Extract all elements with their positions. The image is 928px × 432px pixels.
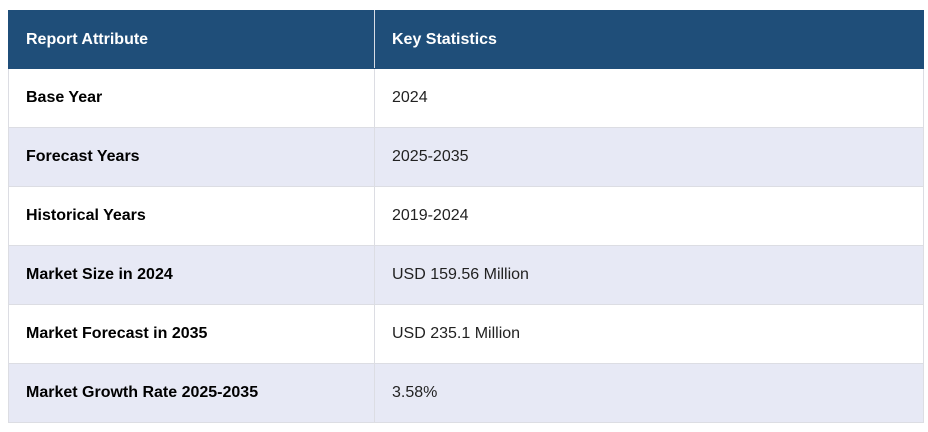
header-row: Report Attribute Key Statistics — [8, 10, 924, 69]
row-value-market-size: USD 159.56 Million — [374, 245, 924, 305]
table-row: Base Year 2024 — [8, 68, 924, 128]
row-value-historical-years: 2019-2024 — [374, 186, 924, 246]
report-attributes-table: Report Attribute Key Statistics Base Yea… — [8, 10, 924, 423]
table-body: Base Year 2024 Forecast Years 2025-2035 … — [8, 68, 924, 423]
column-header-report-attribute: Report Attribute — [8, 10, 375, 69]
row-attribute-base-year: Base Year — [8, 68, 375, 128]
table-row: Historical Years 2019-2024 — [8, 186, 924, 246]
table-row: Market Growth Rate 2025-2035 3.58% — [8, 363, 924, 423]
row-attribute-forecast-years: Forecast Years — [8, 127, 375, 187]
table-row: Market Forecast in 2035 USD 235.1 Millio… — [8, 304, 924, 364]
row-value-market-forecast: USD 235.1 Million — [374, 304, 924, 364]
table-row: Forecast Years 2025-2035 — [8, 127, 924, 187]
row-attribute-historical-years: Historical Years — [8, 186, 375, 246]
column-header-key-statistics: Key Statistics — [374, 10, 924, 69]
row-attribute-growth-rate: Market Growth Rate 2025-2035 — [8, 363, 375, 423]
row-value-growth-rate: 3.58% — [374, 363, 924, 423]
row-attribute-market-forecast: Market Forecast in 2035 — [8, 304, 375, 364]
row-value-forecast-years: 2025-2035 — [374, 127, 924, 187]
row-attribute-market-size: Market Size in 2024 — [8, 245, 375, 305]
row-value-base-year: 2024 — [374, 68, 924, 128]
report-table-container: Report Attribute Key Statistics Base Yea… — [8, 10, 924, 423]
table-row: Market Size in 2024 USD 159.56 Million — [8, 245, 924, 305]
table-header: Report Attribute Key Statistics — [8, 10, 924, 69]
